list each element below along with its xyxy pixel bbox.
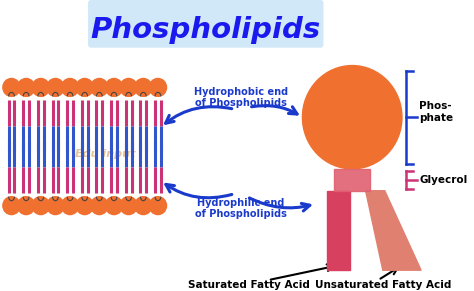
Text: Edu input: Edu input	[75, 149, 136, 159]
Circle shape	[135, 197, 152, 214]
Circle shape	[62, 79, 79, 96]
Circle shape	[120, 79, 137, 96]
Circle shape	[120, 197, 137, 214]
Circle shape	[76, 197, 93, 214]
Circle shape	[149, 197, 166, 214]
FancyBboxPatch shape	[88, 0, 323, 48]
Text: Glyecrol: Glyecrol	[419, 175, 467, 185]
Circle shape	[18, 197, 35, 214]
Circle shape	[149, 79, 166, 96]
Circle shape	[62, 197, 79, 214]
Circle shape	[302, 65, 402, 169]
Circle shape	[47, 197, 64, 214]
Text: Phos-
phate: Phos- phate	[419, 101, 453, 123]
Text: Hydrophilic end
of Phospholipids: Hydrophilic end of Phospholipids	[195, 198, 287, 219]
Circle shape	[91, 79, 108, 96]
Circle shape	[76, 79, 93, 96]
Circle shape	[135, 79, 152, 96]
Circle shape	[47, 79, 64, 96]
Text: Saturated Fatty Acid: Saturated Fatty Acid	[188, 280, 310, 290]
Circle shape	[18, 79, 35, 96]
Text: Unsaturated Fatty Acid: Unsaturated Fatty Acid	[315, 280, 451, 290]
Circle shape	[3, 79, 20, 96]
Circle shape	[105, 197, 123, 214]
Bar	[334, 169, 370, 191]
Circle shape	[32, 79, 49, 96]
Text: Phospholipids: Phospholipids	[91, 16, 321, 44]
Bar	[328, 191, 350, 270]
Circle shape	[91, 197, 108, 214]
Circle shape	[105, 79, 123, 96]
Circle shape	[3, 197, 20, 214]
Polygon shape	[365, 191, 421, 270]
Text: Hydrophobic end
of Phospholipids: Hydrophobic end of Phospholipids	[194, 86, 288, 108]
Circle shape	[32, 197, 49, 214]
